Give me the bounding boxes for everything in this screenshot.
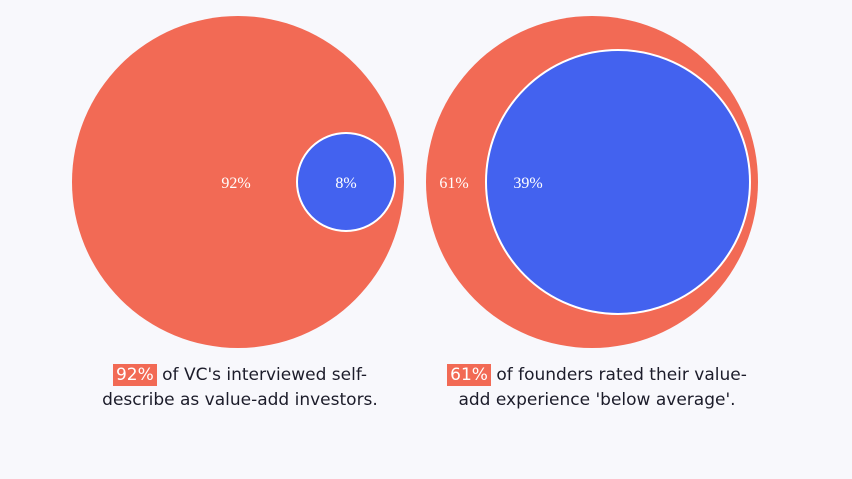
caption-line-1: of VC's interviewed self- <box>156 365 368 385</box>
chart-right: 61% 39% <box>426 16 758 348</box>
label-61-percent: 61% <box>439 175 468 192</box>
label-8-percent: 8% <box>335 175 356 192</box>
label-92-percent: 92% <box>221 175 250 192</box>
label-39-percent: 39% <box>513 175 542 192</box>
caption-highlight-61: 61% <box>447 364 491 386</box>
caption-line-2: describe as value-add investors. <box>102 390 378 410</box>
chart-left: 92% 8% <box>72 16 404 348</box>
caption-vcs: 92% of VC's interviewed self- describe a… <box>60 363 420 413</box>
caption-highlight-92: 92% <box>112 364 157 386</box>
inner-circle-below-average <box>485 49 751 315</box>
caption-founders: 61% of founders rated their value- add e… <box>412 363 782 413</box>
outer-circle-vcs <box>72 16 404 348</box>
caption-line-2: add experience 'below average'. <box>458 390 736 410</box>
caption-line-1: of founders rated their value- <box>490 365 747 385</box>
inner-circle-non-value-add <box>296 132 396 232</box>
